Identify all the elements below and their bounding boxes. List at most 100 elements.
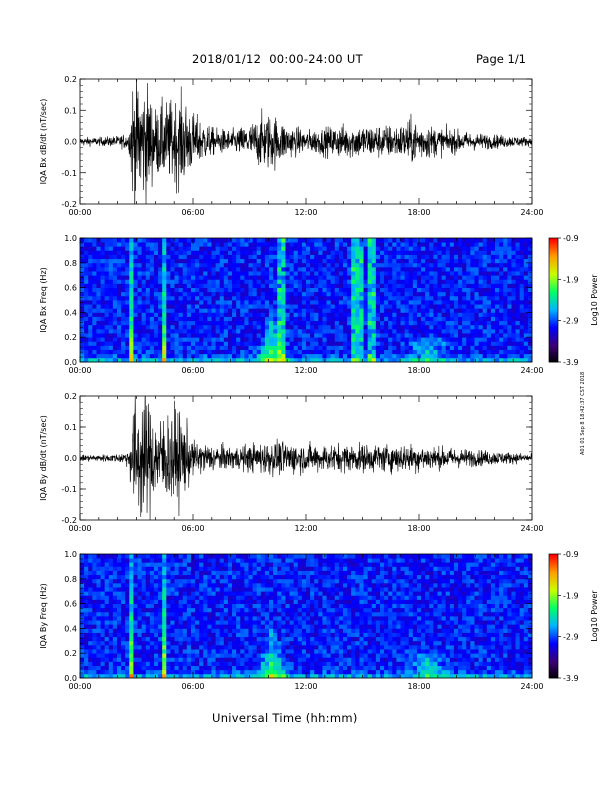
- spectrogram-cell: [252, 238, 258, 243]
- spectrogram-cell: [170, 632, 175, 638]
- spectrogram-cell: [129, 558, 134, 563]
- spectrogram-cell: [203, 669, 208, 675]
- colorbar-title: Log10 Power: [590, 274, 599, 326]
- spectrogram-cell: [252, 316, 258, 322]
- spectrogram-cell: [441, 295, 447, 301]
- spectrogram-cell: [219, 661, 225, 666]
- spectrogram-cell: [515, 275, 521, 280]
- spectrogram-cell: [129, 673, 134, 679]
- spectrogram-cell: [137, 300, 143, 305]
- spectrogram-cell: [149, 262, 155, 268]
- spectrogram-cell: [170, 349, 175, 355]
- spectrogram-cell: [153, 661, 159, 666]
- spectrogram-cell: [186, 357, 192, 363]
- spectrogram-cell: [129, 649, 134, 654]
- spectrogram-cell: [227, 333, 233, 338]
- spectrogram-cell: [182, 283, 188, 288]
- spectrogram-cell: [396, 242, 401, 247]
- spectrogram-cell: [248, 599, 253, 604]
- spectrogram-cell: [227, 353, 233, 359]
- spectrogram-cell: [429, 341, 434, 346]
- spectrogram-cell: [195, 283, 200, 288]
- spectrogram-cell: [232, 566, 237, 571]
- spectrogram-cell: [482, 271, 488, 276]
- spectrogram-cell: [244, 246, 249, 251]
- spectrogram-cell: [186, 640, 192, 646]
- spectrogram-cell: [96, 246, 101, 251]
- spectrogram-cell: [240, 554, 245, 559]
- spectrogram-cell: [129, 636, 134, 642]
- colorbar-segment: [549, 295, 558, 299]
- colorbar-segment: [549, 240, 558, 243]
- spectrogram-cell: [108, 661, 114, 666]
- spectrogram-cell: [384, 312, 389, 317]
- spectrogram-cell: [186, 238, 192, 243]
- spectrogram-cell: [195, 607, 200, 613]
- spectrogram-cell: [289, 320, 295, 326]
- spectrogram-cell: [306, 275, 311, 280]
- spectrogram-cell: [92, 337, 97, 342]
- spectrogram-cell: [121, 595, 126, 600]
- spectrogram-cell: [314, 287, 319, 293]
- spectrogram-cell: [100, 611, 106, 617]
- spectrogram-cell: [219, 312, 225, 317]
- spectrogram-cell: [219, 353, 225, 359]
- spectrogram-cell: [347, 337, 352, 342]
- spectrogram-cell: [116, 300, 122, 305]
- spectrogram-cell: [227, 669, 233, 675]
- spectrogram-cell: [458, 320, 463, 326]
- spectrogram-cell: [486, 254, 492, 260]
- spectrogram-cell: [145, 624, 151, 629]
- spectrogram-cell: [326, 328, 332, 334]
- spectrogram-cell: [145, 661, 151, 666]
- spectrogram-cell: [80, 607, 85, 613]
- spectrogram-cell: [203, 291, 208, 297]
- spectrogram-cell: [133, 266, 138, 272]
- spectrogram-cell: [519, 341, 525, 346]
- spectrogram-cell: [178, 628, 184, 633]
- spectrogram-cell: [466, 275, 471, 280]
- spectrogram-cell: [190, 603, 196, 609]
- spectrogram-cell: [490, 250, 496, 255]
- spectrogram-cell: [182, 644, 188, 650]
- spectrogram-cell: [153, 304, 159, 309]
- spectrogram-cell: [199, 673, 204, 679]
- spectrogram-cell: [392, 333, 397, 338]
- spectrogram-cell: [527, 304, 533, 309]
- spectrogram-cell: [437, 275, 442, 280]
- spectrogram-cell: [421, 283, 426, 288]
- spectrogram-cell: [396, 337, 401, 342]
- spectrogram-cell: [449, 333, 455, 338]
- spectrogram-cell: [112, 295, 118, 301]
- spectrogram-cell: [158, 295, 163, 301]
- spectrogram-cell: [178, 308, 184, 313]
- spectrogram-cell: [379, 316, 385, 322]
- spectrogram-cell: [338, 279, 344, 284]
- spectrogram-cell: [186, 591, 192, 596]
- spectrogram-cell: [199, 562, 204, 567]
- spectrogram-cell: [507, 320, 512, 326]
- spectrogram-cell: [129, 312, 134, 317]
- spectrogram-cell: [199, 591, 204, 596]
- spectrogram-cell: [223, 591, 229, 596]
- spectrogram-cell: [186, 337, 192, 342]
- spectrogram-cell: [141, 570, 147, 576]
- spectrogram-cell: [186, 669, 192, 675]
- spectrogram-cell: [170, 312, 175, 317]
- spectrogram-cell: [371, 345, 377, 350]
- spectrogram-cell: [170, 238, 175, 243]
- spectrogram-cell: [141, 316, 147, 322]
- spectrogram-cell: [285, 287, 290, 293]
- spectrogram-cell: [416, 304, 422, 309]
- spectrogram-cell: [363, 275, 369, 280]
- spectrogram-cell: [178, 591, 184, 596]
- spectrogram-cell: [416, 246, 422, 251]
- spectrogram-cell: [437, 242, 442, 247]
- spectrogram-cell: [80, 578, 85, 584]
- spectrogram-cell: [219, 657, 225, 662]
- spectrogram-cell: [416, 345, 422, 350]
- spectrogram-cell: [125, 295, 130, 301]
- spectrogram-cell: [170, 669, 175, 675]
- spectrogram-cell: [112, 287, 118, 293]
- spectrogram-cell: [503, 341, 508, 346]
